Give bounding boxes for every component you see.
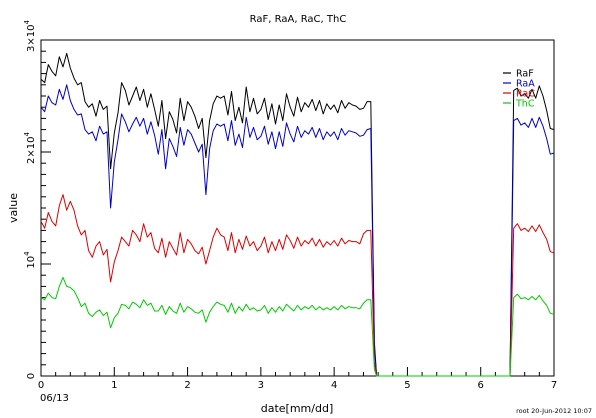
footer-timestamp: root 20-Jun-2012 10:07: [516, 407, 592, 415]
y-tick-label: 3×104: [23, 20, 37, 52]
x-tick-label: 4: [331, 380, 337, 391]
x-tick-label: 0: [38, 380, 44, 391]
chart-title: RaF, RaA, RaC, ThC: [250, 14, 347, 25]
x-tick-label: 2: [184, 380, 190, 391]
x-axis-label: date[mm/dd]: [261, 402, 334, 415]
x-tick-label: 5: [404, 380, 410, 391]
series-line-rac: [40, 194, 555, 377]
legend-label-rac: RaC: [516, 89, 535, 100]
y-tick-label: 2×104: [23, 132, 37, 164]
series-line-raf: [40, 52, 555, 377]
x-tick-label: 7: [551, 380, 557, 391]
x-tick-label: 1: [111, 380, 117, 391]
x-start-date-label: 06/13: [40, 393, 69, 404]
series-line-thc: [40, 276, 555, 377]
y-axis: 0 104 2×104 3×104: [23, 20, 51, 379]
y-tick-label: 0: [26, 373, 37, 379]
legend-label-thc: ThC: [515, 99, 535, 110]
x-tick-label: 6: [478, 380, 484, 391]
series-group: [40, 52, 555, 377]
legend-label-raf: RaF: [516, 69, 534, 80]
series-line-raa: [40, 84, 555, 377]
x-axis: 0 1 2 3 4 5 6 7: [38, 367, 557, 391]
x-tick-label: 3: [258, 380, 264, 391]
legend-label-raa: RaA: [516, 79, 535, 90]
y-axis-label: value: [7, 193, 20, 223]
y-tick-label: 104: [23, 251, 37, 269]
